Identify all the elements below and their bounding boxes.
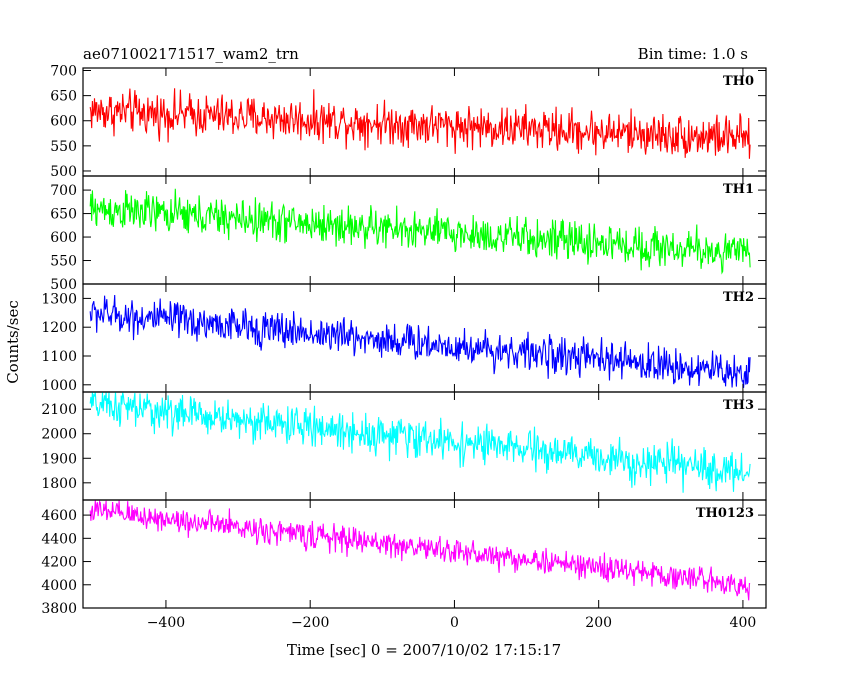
panel-th1: 500 550 600 650 700 TH1	[50, 175, 767, 293]
legend-label-th0: TH0	[723, 74, 754, 89]
y-tick-label: 4400	[41, 531, 77, 547]
panel-th2: 1000 1100 1200 1300 TH2	[41, 283, 767, 394]
legend-label-th1: TH1	[723, 182, 754, 197]
y-tick-label: 4000	[41, 578, 77, 594]
legend-label-th3: TH3	[723, 398, 754, 413]
series-line-th2	[89, 294, 751, 388]
y-tick-label: 600	[50, 230, 77, 246]
series-line-th1	[89, 188, 751, 275]
y-tick-label: 2100	[41, 402, 77, 418]
legend-label-th0123: TH0123	[696, 506, 754, 521]
series-line-th0123	[89, 499, 751, 601]
y-tick-label: 4600	[41, 508, 77, 524]
y-tick-label: 1100	[41, 349, 77, 365]
panels-group: 500 550 600 650 700 TH0 500 550 600 650 700 TH1 1000…	[41, 64, 767, 631]
panel-frame	[82, 391, 767, 501]
series-line-th3	[89, 391, 751, 493]
y-tick-label: 700	[50, 64, 77, 80]
bin-time-label: Bin time: 1.0 s	[638, 45, 748, 63]
y-tick-label: 500	[50, 277, 77, 293]
panel-th0: 500 550 600 650 700 TH0	[50, 64, 767, 180]
x-tick-label: 200	[585, 615, 612, 631]
y-tick-label: 1300	[41, 291, 77, 307]
panel-frame	[82, 499, 767, 609]
x-tick-label: −400	[147, 615, 185, 631]
y-tick-label: 550	[50, 254, 77, 270]
y-tick-label: 650	[50, 89, 77, 105]
y-tick-label: 1200	[41, 320, 77, 336]
x-tick-label: −200	[291, 615, 329, 631]
chart-title: ae071002171517_wam2_trn	[83, 45, 299, 63]
y-tick-label: 600	[50, 114, 77, 130]
x-tick-label: 400	[730, 615, 757, 631]
y-tick-label: 700	[50, 183, 77, 199]
panel-th3: 1800 1900 2000 2100 TH3	[41, 391, 767, 501]
x-axis-title: Time [sec] 0 = 2007/10/02 17:15:17	[287, 641, 561, 659]
y-tick-label: 4200	[41, 555, 77, 571]
y-tick-label: 3800	[41, 601, 77, 617]
x-tick-label: 0	[450, 615, 459, 631]
panel-th0123: 3800 4000 4200 4400 4600 −400 −200 0 200 400 TH012…	[41, 499, 767, 631]
y-tick-label: 650	[50, 207, 77, 223]
y-tick-label: 1800	[41, 476, 77, 492]
legend-label-th2: TH2	[723, 290, 754, 305]
y-tick-label: 1900	[41, 451, 77, 467]
y-axis-title: Counts/sec	[4, 300, 22, 384]
y-tick-label: 550	[50, 139, 77, 155]
y-tick-label: 1000	[41, 378, 77, 394]
y-tick-label: 500	[50, 164, 77, 180]
y-tick-label: 2000	[41, 427, 77, 443]
series-line-th0	[89, 88, 751, 159]
